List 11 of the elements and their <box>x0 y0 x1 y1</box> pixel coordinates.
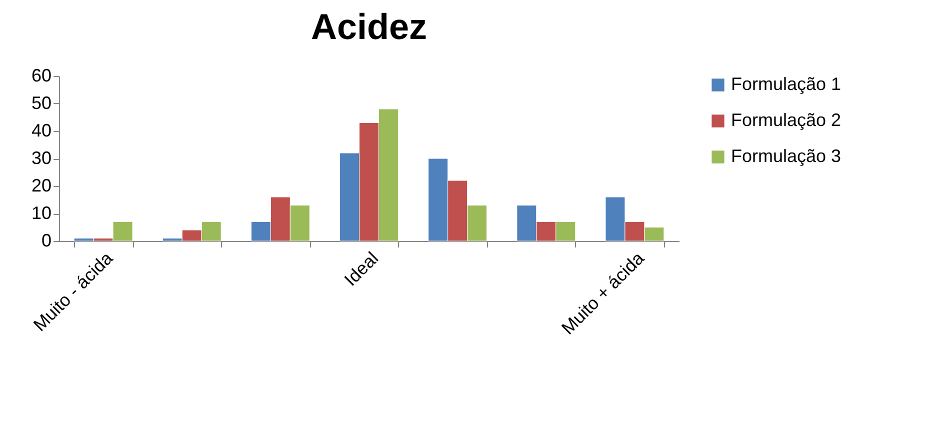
y-tick-label: 0 <box>41 230 52 250</box>
y-tick-label: 40 <box>31 120 52 140</box>
y-tick-label: 10 <box>31 203 52 223</box>
y-tick-label: 20 <box>31 176 52 196</box>
legend-label: Formulação 1 <box>731 74 842 94</box>
y-tick-label: 60 <box>31 66 52 86</box>
legend-label: Formulação 3 <box>731 146 842 166</box>
y-tick-label: 50 <box>31 93 52 113</box>
y-tick-label: 30 <box>31 148 52 168</box>
chart-title: Acidez <box>310 6 428 47</box>
legend-label: Formulação 2 <box>731 110 842 130</box>
